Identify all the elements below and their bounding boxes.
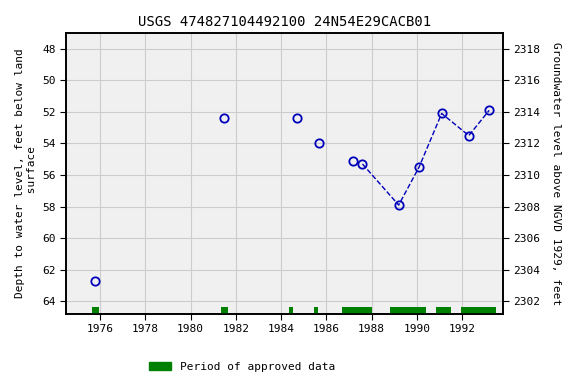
- Bar: [342, 307, 372, 316]
- Bar: [314, 307, 319, 316]
- Title: USGS 474827104492100 24N54E29CACB01: USGS 474827104492100 24N54E29CACB01: [138, 15, 431, 29]
- Bar: [389, 307, 426, 316]
- Legend: Period of approved data: Period of approved data: [145, 358, 339, 377]
- Bar: [92, 307, 99, 316]
- Bar: [221, 307, 228, 316]
- Bar: [461, 307, 496, 316]
- Y-axis label: Groundwater level above NGVD 1929, feet: Groundwater level above NGVD 1929, feet: [551, 42, 561, 305]
- Bar: [436, 307, 450, 316]
- Bar: [289, 307, 293, 316]
- Y-axis label: Depth to water level, feet below land
 surface: Depth to water level, feet below land su…: [15, 49, 37, 298]
